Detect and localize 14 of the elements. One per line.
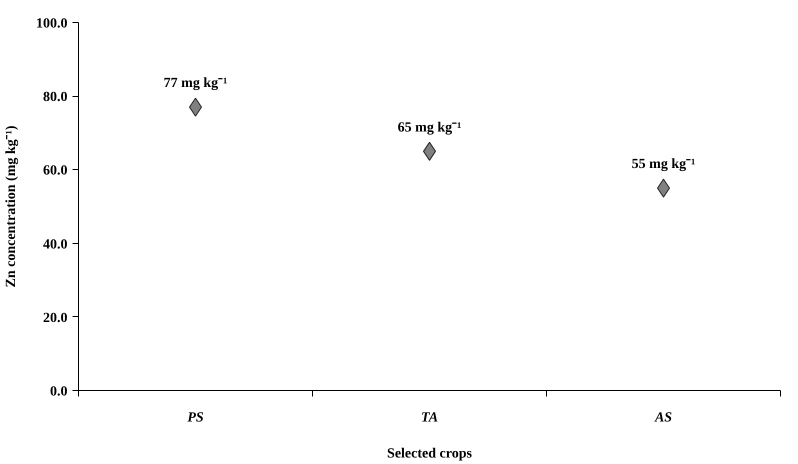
y-tick-label: 0.0 bbox=[50, 384, 68, 400]
y-axis-title: Zn concentration (mg kg⁻¹) bbox=[4, 125, 19, 288]
y-tick-label: 100.0 bbox=[36, 16, 68, 32]
data-label: 55 mg kg⁻¹ bbox=[632, 157, 696, 172]
x-axis-title: Selected crops bbox=[387, 446, 472, 462]
y-tick-label: 80.0 bbox=[43, 90, 68, 106]
y-tick-label: 60.0 bbox=[43, 164, 68, 179]
y-tick-label: 20.0 bbox=[43, 310, 68, 326]
data-label: 65 mg kg⁻¹ bbox=[398, 120, 462, 136]
x-tick-label: TA bbox=[420, 410, 438, 426]
data-label: 77 mg kg⁻¹ bbox=[164, 76, 228, 92]
y-tick-label: 40.0 bbox=[43, 237, 68, 252]
x-tick-label: PS bbox=[187, 410, 204, 426]
x-tick-label: AS bbox=[654, 410, 672, 426]
